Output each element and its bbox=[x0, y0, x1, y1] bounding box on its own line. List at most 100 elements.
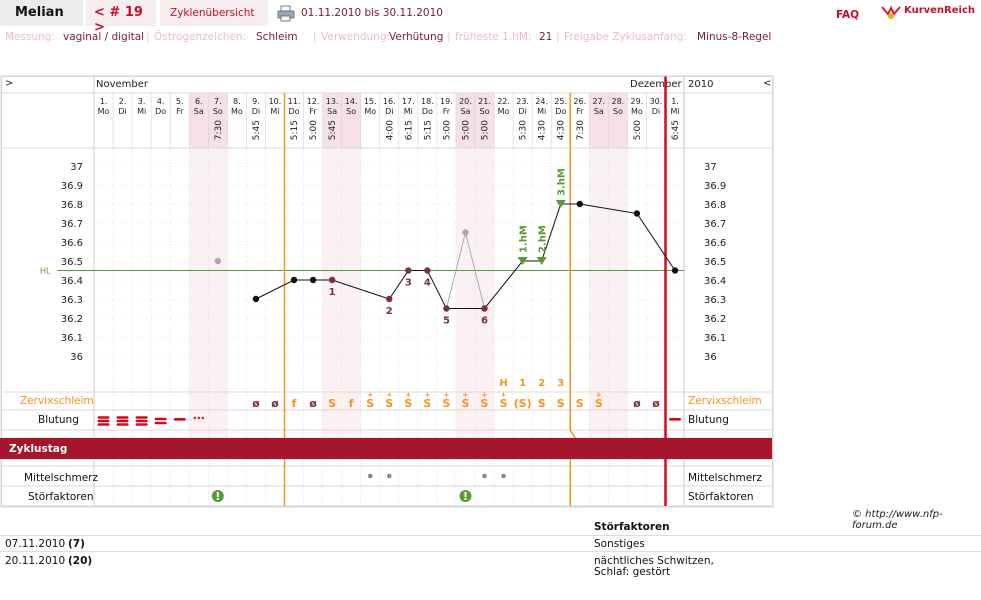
cervix-symbol: S bbox=[481, 397, 489, 410]
day-date: 1. bbox=[671, 97, 679, 106]
year-label: 2010 bbox=[688, 79, 714, 90]
info-label: Östrogenzeichen: bbox=[154, 31, 247, 43]
day-date: 30. bbox=[650, 97, 663, 106]
day-weekday: Mi bbox=[270, 107, 279, 116]
bleeding-heavy-mark bbox=[135, 419, 148, 423]
user-tab[interactable]: Melian bbox=[0, 0, 83, 26]
temp-point bbox=[214, 257, 222, 265]
bleeding-heavy-mark bbox=[97, 416, 110, 419]
temp-tick-left: 36.2 bbox=[61, 314, 83, 325]
cervix-symbol: S bbox=[500, 397, 508, 410]
day-date: 23. bbox=[516, 97, 529, 106]
measure-time: 5:00 bbox=[309, 120, 319, 140]
temp-point bbox=[290, 276, 298, 284]
weekend-shade-body bbox=[608, 148, 628, 438]
cervix-symbol: S bbox=[423, 397, 431, 410]
temp-tick-right: 37 bbox=[704, 162, 717, 173]
disturbance-icon-mark bbox=[464, 492, 467, 497]
temp-point bbox=[633, 210, 641, 217]
temp-point bbox=[671, 267, 679, 274]
brand-name[interactable]: KurvenReich bbox=[904, 5, 976, 16]
weekend-shade-body bbox=[208, 148, 228, 438]
cervix-symbol: ø bbox=[252, 397, 260, 410]
cervix-symbol: S bbox=[442, 397, 450, 410]
cervix-symbol: ø bbox=[633, 397, 641, 410]
day-date: 6. bbox=[195, 97, 203, 106]
temp-tick-left: 36.3 bbox=[61, 295, 83, 306]
disturbance-icon-dot bbox=[216, 498, 219, 500]
day-weekday: Sa bbox=[194, 107, 204, 116]
temp-tick-left: 36.7 bbox=[61, 219, 83, 230]
cervix-symbol: S bbox=[404, 397, 412, 410]
kurvenreich-logo-icon bbox=[881, 5, 901, 19]
day-weekday: Sa bbox=[327, 107, 337, 116]
month-left: November bbox=[96, 79, 149, 90]
info-label: Freigabe Zyklusanfang: bbox=[564, 31, 687, 43]
day-weekday: Do bbox=[422, 107, 433, 116]
bleeding-heavy-mark bbox=[116, 419, 129, 423]
cervix-symbol: S bbox=[538, 397, 546, 410]
day-date: 19. bbox=[440, 97, 453, 106]
disturb-row-text: Sonstiges bbox=[594, 538, 645, 550]
nav-prev[interactable]: > bbox=[5, 78, 14, 89]
bleeding-heavy-mark bbox=[135, 423, 148, 426]
day-weekday: Mi bbox=[670, 107, 679, 116]
low-measure-number: 3 bbox=[405, 278, 412, 289]
weekend-shade-body bbox=[322, 148, 342, 438]
overview-label[interactable]: Zyklenübersicht bbox=[170, 7, 255, 19]
low-measure-number: 1 bbox=[329, 287, 336, 298]
temp-tick-left: 37 bbox=[70, 162, 83, 173]
disturb-row-cd: (7) bbox=[68, 538, 85, 550]
overview-tab[interactable]: Zyklenübersicht bbox=[160, 0, 268, 26]
temp-tick-right: 36.3 bbox=[704, 295, 726, 306]
disturb-table-header: Störfaktoren bbox=[594, 521, 670, 533]
temp-tick-right: 36.9 bbox=[704, 181, 726, 192]
temp-tick-right: 36 bbox=[704, 352, 717, 363]
mittelschmerz-dot bbox=[501, 473, 506, 479]
measure-time: 5:30 bbox=[519, 120, 529, 140]
label-cervix-right: Zervixschleim bbox=[688, 395, 762, 407]
cervix-plus: + bbox=[501, 391, 507, 399]
day-weekday: Mo bbox=[231, 107, 243, 116]
day-date: 9. bbox=[252, 97, 260, 106]
copyright[interactable]: © http://www.nfp-forum.de bbox=[852, 509, 943, 531]
cycle-nav[interactable]: < # 19 > bbox=[86, 0, 156, 35]
high-measure-label: 3.hM bbox=[557, 168, 568, 196]
day-date: 18. bbox=[421, 97, 434, 106]
temp-tick-right: 36.5 bbox=[704, 257, 726, 268]
low-measure-number: 6 bbox=[481, 316, 488, 327]
disturbance-icon-mark bbox=[216, 492, 219, 497]
day-weekday: Di bbox=[118, 107, 126, 116]
temp-tick-left: 36 bbox=[70, 352, 83, 363]
day-date: 24. bbox=[535, 97, 548, 106]
cycle-nav-label[interactable]: < # 19 > bbox=[94, 5, 143, 35]
day-date: 11. bbox=[288, 97, 301, 106]
bleeding-medium-mark bbox=[154, 417, 167, 421]
temp-tick-right: 36.4 bbox=[704, 276, 726, 287]
measure-time: 6:15 bbox=[404, 120, 414, 140]
day-date: 8. bbox=[233, 97, 241, 106]
day-date: 3. bbox=[138, 97, 146, 106]
temp-point bbox=[386, 295, 393, 303]
high-measure-marker bbox=[536, 257, 547, 265]
weekend-shade-body bbox=[475, 148, 495, 438]
faq-link[interactable]: FAQ bbox=[836, 9, 860, 21]
print-icon[interactable] bbox=[277, 5, 295, 22]
day-date: 7. bbox=[214, 97, 222, 106]
day-date: 26. bbox=[573, 97, 586, 106]
temp-tick-right: 36.1 bbox=[704, 333, 726, 344]
spotting-dot bbox=[197, 416, 200, 420]
day-weekday: Mi bbox=[137, 107, 146, 116]
temp-tick-left: 36.9 bbox=[61, 181, 83, 192]
high-measure-label: 2.hM bbox=[538, 225, 549, 253]
divider bbox=[0, 551, 981, 552]
day-weekday: So bbox=[346, 107, 356, 116]
cervix-plus: + bbox=[596, 391, 602, 399]
day-weekday: Mo bbox=[498, 107, 510, 116]
day-weekday: Fr bbox=[309, 107, 317, 116]
weekend-shade-header bbox=[341, 93, 361, 148]
nav-next[interactable]: < bbox=[763, 78, 772, 89]
day-date: 10. bbox=[269, 97, 282, 106]
temp-tick-left: 36.4 bbox=[61, 276, 83, 287]
